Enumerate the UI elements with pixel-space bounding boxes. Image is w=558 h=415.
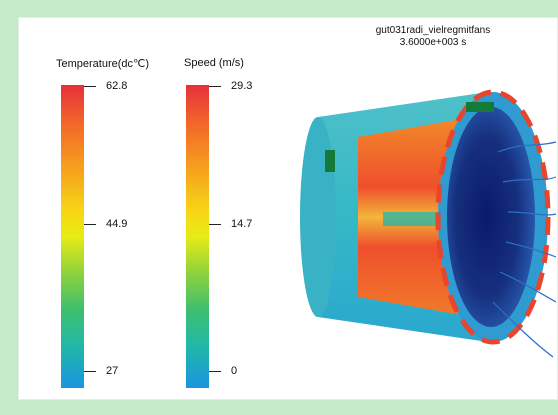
temperature-tick-min (84, 371, 96, 372)
temperature-tick-max (84, 86, 96, 87)
figure-panel: gut031radi_vielregmitfans 3.6000e+003 s … (18, 17, 558, 400)
temperature-tick-mid (84, 224, 96, 225)
temperature-colorbar (61, 85, 84, 388)
speed-tick-min (209, 371, 221, 372)
front-face-rotor (447, 107, 535, 327)
speed-legend-title: Speed (m/s) (184, 57, 244, 69)
speed-mid-label: 14.7 (231, 218, 253, 230)
speed-tick-mid (209, 224, 221, 225)
simulation-time: 3.6000e+003 s (399, 37, 467, 48)
temperature-legend-title: Temperature(dc℃) (56, 58, 150, 70)
temperature-mid-label: 44.9 (106, 218, 128, 230)
flow-streamlines (492, 141, 557, 358)
speed-max-label: 29.3 (231, 80, 253, 92)
terminal-block (325, 150, 335, 172)
motor-back-face (300, 117, 336, 317)
speed-tick-max (209, 86, 221, 87)
speed-colorbar (186, 85, 209, 388)
simulation-title: gut031radi_vielregmitfans (375, 25, 491, 36)
top-terminal (466, 102, 494, 112)
temperature-max-label: 62.8 (106, 80, 128, 92)
temperature-min-label: 27 (106, 365, 119, 377)
speed-min-label: 0 (231, 365, 238, 377)
motor-cfd-render (300, 89, 557, 358)
front-face-hot-ring (435, 89, 551, 345)
